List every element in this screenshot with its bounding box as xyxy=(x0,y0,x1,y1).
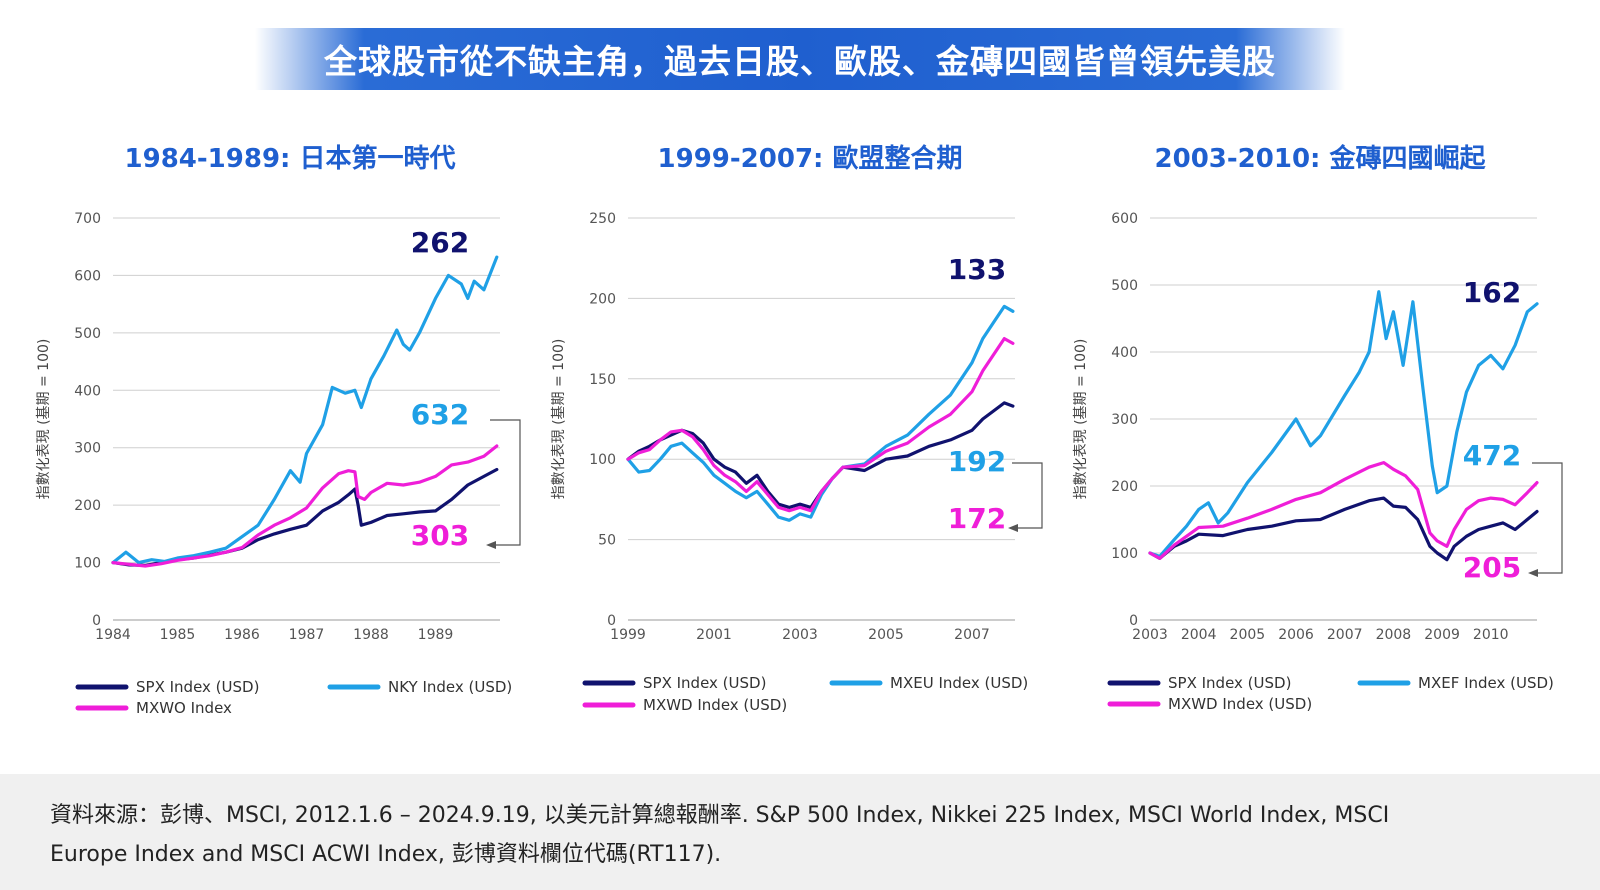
y-tick-label: 0 xyxy=(607,613,616,629)
y-tick-label: 200 xyxy=(74,498,101,514)
y-tick-label: 200 xyxy=(1111,479,1138,495)
y-tick-label: 100 xyxy=(589,452,616,468)
y-tick-label: 500 xyxy=(74,326,101,342)
y-tick-label: 100 xyxy=(1111,546,1138,562)
y-tick-label: 600 xyxy=(1111,211,1138,227)
y-axis-label: 指數化表現 (基期 = 100) xyxy=(35,339,52,500)
y-tick-label: 400 xyxy=(1111,345,1138,361)
series-line-1 xyxy=(626,304,1015,522)
end-value-label: 162 xyxy=(1463,276,1521,309)
chart-title-bric: 2003-2010: 金磚四國崛起 xyxy=(1154,144,1486,174)
y-tick-label: 700 xyxy=(74,211,101,227)
legend-label: SPX Index (USD) xyxy=(136,678,259,696)
y-tick-label: 200 xyxy=(589,291,616,307)
x-tick-label: 2007 xyxy=(954,627,990,643)
end-value-label: 172 xyxy=(948,502,1006,535)
series-line-2 xyxy=(111,444,499,568)
bracket-arrowhead xyxy=(1528,569,1538,577)
end-value-label: 303 xyxy=(411,519,469,552)
y-axis-label: 指數化表現 (基期 = 100) xyxy=(1072,339,1089,500)
y-tick-label: 0 xyxy=(1129,613,1138,629)
source-footer: 資料來源：彭博、MSCI, 2012.1.6 – 2024.9.19, 以美元計… xyxy=(0,774,1600,890)
chart-title-japan: 1984-1989: 日本第一時代 xyxy=(124,144,456,174)
y-tick-label: 100 xyxy=(74,556,101,572)
x-tick-label: 2004 xyxy=(1181,627,1217,643)
x-tick-label: 2003 xyxy=(782,627,818,643)
x-tick-label: 1985 xyxy=(160,627,196,643)
y-tick-label: 50 xyxy=(598,533,616,549)
legend-label: SPX Index (USD) xyxy=(643,674,766,692)
x-tick-label: 2006 xyxy=(1278,627,1314,643)
legend-label: MXEF Index (USD) xyxy=(1418,674,1554,692)
end-value-label: 472 xyxy=(1463,439,1521,472)
bracket-line xyxy=(1012,462,1043,529)
bracket-arrowhead xyxy=(486,541,496,549)
legend-label: MXWD Index (USD) xyxy=(1168,695,1312,713)
y-tick-label: 300 xyxy=(1111,412,1138,428)
source-line-1: 資料來源：彭博、MSCI, 2012.1.6 – 2024.9.19, 以美元計… xyxy=(50,803,1390,828)
x-tick-label: 1989 xyxy=(418,627,454,643)
y-axis-label: 指數化表現 (基期 = 100) xyxy=(550,339,567,500)
chart-title-europe: 1999-2007: 歐盟整合期 xyxy=(657,144,963,174)
y-tick-label: 400 xyxy=(74,383,101,399)
series-line-1 xyxy=(111,255,499,565)
bracket-line xyxy=(1532,462,1563,574)
bracket-line xyxy=(490,419,521,546)
series-line-0 xyxy=(1148,496,1539,562)
x-tick-label: 1999 xyxy=(610,627,646,643)
x-tick-label: 2001 xyxy=(696,627,732,643)
y-tick-label: 600 xyxy=(74,268,101,284)
legend-label: MXWD Index (USD) xyxy=(643,696,787,714)
x-tick-label: 1988 xyxy=(353,627,389,643)
legend-label: NKY Index (USD) xyxy=(388,678,512,696)
x-tick-label: 2009 xyxy=(1424,627,1460,643)
end-value-label: 262 xyxy=(411,226,469,259)
x-tick-label: 2005 xyxy=(1230,627,1266,643)
x-tick-label: 1986 xyxy=(224,627,260,643)
legend-label: MXEU Index (USD) xyxy=(890,674,1028,692)
series-line-1 xyxy=(1148,290,1539,558)
y-tick-label: 150 xyxy=(589,372,616,388)
end-value-label: 205 xyxy=(1463,551,1521,584)
title-banner: 全球股市從不缺主角，過去日股、歐股、金磚四國皆曾領先美股 xyxy=(255,28,1345,90)
legend-label: MXWO Index xyxy=(136,699,232,717)
series-line-2 xyxy=(1148,461,1539,560)
source-line-2: Europe Index and MSCI ACWI Index, 彭博資料欄位… xyxy=(50,842,722,867)
x-tick-label: 2007 xyxy=(1327,627,1363,643)
x-tick-label: 1984 xyxy=(95,627,131,643)
end-value-label: 632 xyxy=(411,398,469,431)
y-tick-label: 250 xyxy=(589,211,616,227)
bracket-arrowhead xyxy=(1008,524,1018,532)
x-tick-label: 2010 xyxy=(1473,627,1509,643)
x-tick-label: 2003 xyxy=(1132,627,1168,643)
end-value-label: 192 xyxy=(948,445,1006,478)
x-tick-label: 2005 xyxy=(868,627,904,643)
y-tick-label: 300 xyxy=(74,441,101,457)
x-tick-label: 1987 xyxy=(289,627,325,643)
series-line-2 xyxy=(626,337,1015,513)
y-tick-label: 0 xyxy=(92,613,101,629)
x-tick-label: 2008 xyxy=(1376,627,1412,643)
y-tick-label: 500 xyxy=(1111,278,1138,294)
banner-title: 全球股市從不缺主角，過去日股、歐股、金磚四國皆曾領先美股 xyxy=(324,42,1276,81)
end-value-label: 133 xyxy=(948,253,1006,286)
legend-label: SPX Index (USD) xyxy=(1168,674,1291,692)
